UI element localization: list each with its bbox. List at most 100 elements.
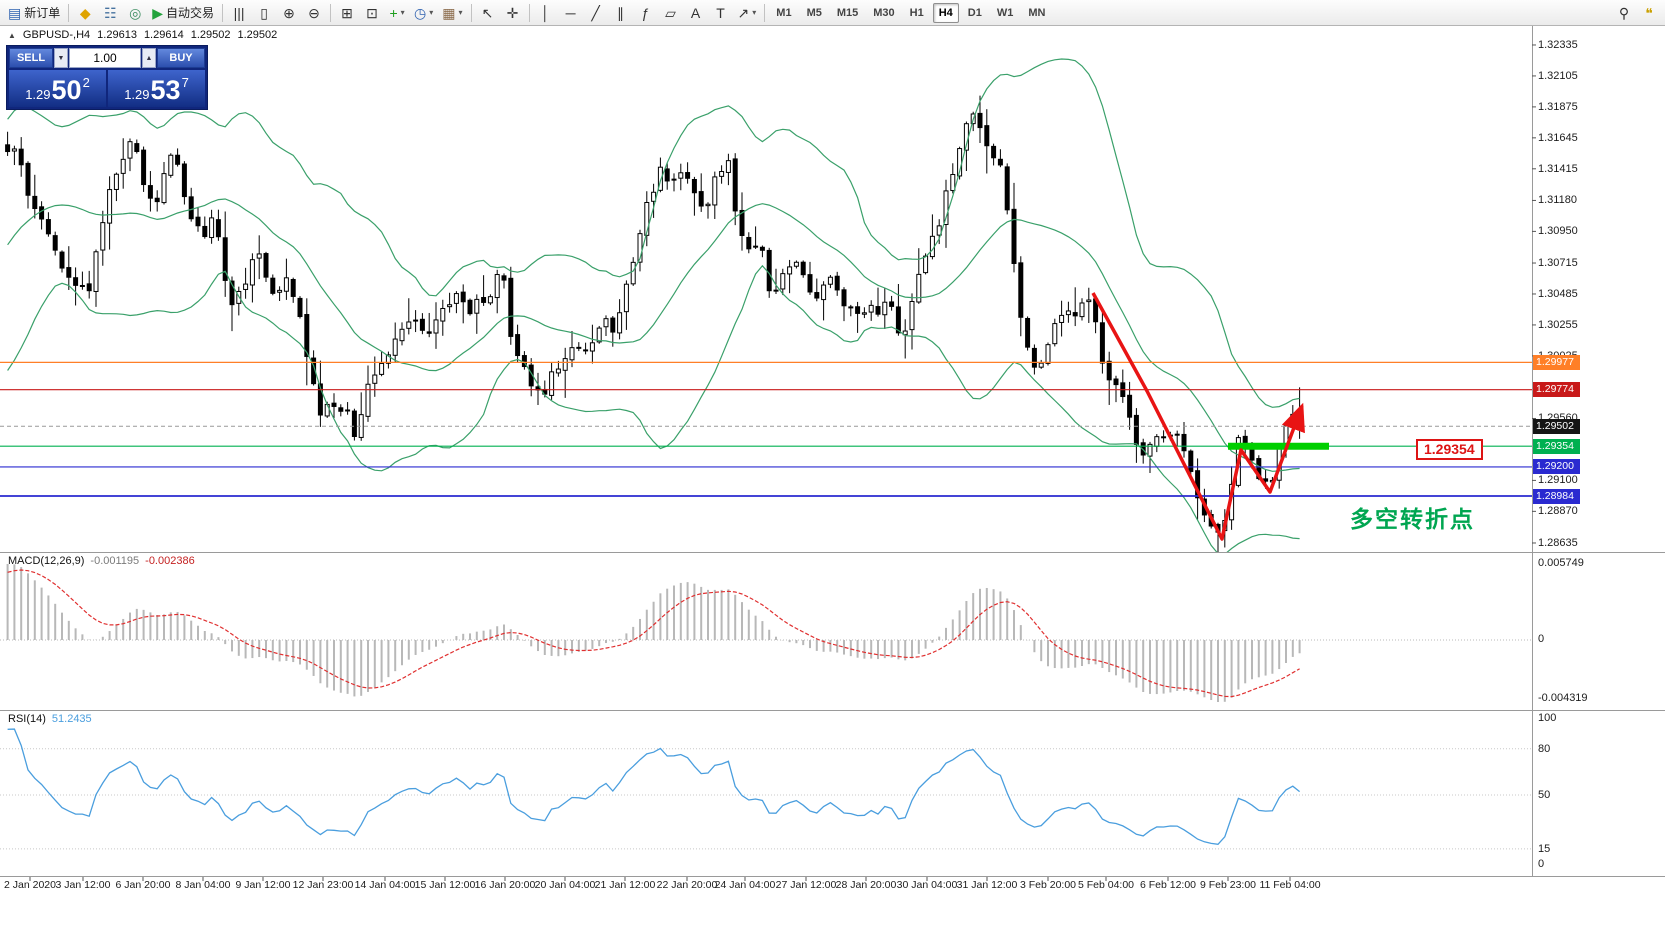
symbol-name: GBPUSD-,H4 (22, 29, 91, 41)
timeframe-d1-button[interactable]: D1 (962, 3, 988, 23)
ohlc-high: 1.29614 (143, 29, 184, 41)
ohlc-close: 1.29502 (237, 29, 278, 41)
chat-button[interactable]: ❝ (1637, 2, 1661, 24)
bar-chart-button[interactable]: ||| (227, 2, 251, 24)
trade-panel-prices: 1.29 50 2 1.29 53 7 (9, 70, 205, 107)
symbol-info-bar: ▲ GBPUSD-,H4 1.29613 1.29614 1.29502 1.2… (8, 29, 277, 41)
timeframe-mn-button[interactable]: MN (1022, 3, 1051, 23)
cascade-windows-icon: ⊡ (366, 4, 378, 21)
search-icon: ⚲ (1618, 4, 1630, 21)
timeframe-m1-button[interactable]: M1 (770, 3, 797, 23)
fibonacci-button[interactable]: ƒ (634, 2, 658, 24)
arrows-icon: ↗ (737, 4, 750, 21)
rsi-indicator-label: RSI(14) 51.2435 (8, 713, 92, 725)
data-window-button[interactable]: ☷ (98, 2, 122, 24)
text-label-icon: T (716, 4, 725, 21)
timeframe-h1-button[interactable]: H1 (904, 3, 930, 23)
macd-name: MACD(12,26,9) (8, 555, 85, 567)
trendline-icon: ╱ (591, 4, 600, 21)
rsi-indicator (0, 728, 1532, 850)
vertical-line-button[interactable]: │ (534, 2, 558, 24)
vertical-line-icon: │ (541, 4, 550, 21)
trend-annotation (1091, 292, 1329, 541)
new-order-icon: ▤ (8, 4, 22, 21)
templates-icon: ▦ (442, 4, 456, 21)
horizontal-levels (0, 361, 1532, 497)
horizontal-line-button[interactable]: ─ (559, 2, 583, 24)
sell-price-display[interactable]: 1.29 50 2 (9, 70, 106, 107)
search-button[interactable]: ⚲ (1612, 2, 1636, 24)
cursor-icon: ↖ (481, 4, 494, 21)
fibonacci-icon: ƒ (641, 4, 650, 21)
trendline-button[interactable]: ╱ (584, 2, 608, 24)
new-order-button[interactable]: ▤ 新订单 (4, 2, 64, 24)
rsi-name: RSI(14) (8, 713, 46, 725)
cursor-button[interactable]: ↖ (476, 2, 500, 24)
dropdown-caret-icon: ▾ (458, 8, 463, 17)
candlestick-chart-button[interactable]: ▯ (252, 2, 276, 24)
arrows-button[interactable]: ↗ ▾ (734, 2, 761, 24)
rsi-value: 51.2435 (51, 713, 92, 725)
navigator-button[interactable]: ◎ (123, 2, 147, 24)
toolbar-separator (330, 3, 332, 22)
price-tag-annotation: 1.29354 (1416, 439, 1483, 460)
buy-price-big: 53 (150, 75, 181, 105)
collapse-panel-icon[interactable]: ▲ (8, 30, 16, 40)
shapes-button[interactable]: ▱ (659, 2, 683, 24)
candlestick-chart-icon: ▯ (260, 4, 268, 21)
sell-button[interactable]: SELL (9, 48, 53, 68)
data-window-icon: ☷ (103, 4, 117, 21)
chat-icon: ❝ (1645, 4, 1653, 21)
dropdown-caret-icon: ▾ (400, 8, 405, 17)
periods-icon: ◷ (414, 4, 427, 21)
new-order-label: 新订单 (24, 6, 61, 20)
indicators-button[interactable]: + ▾ (385, 2, 409, 24)
toolbar-separator (68, 3, 70, 22)
cascade-windows-button[interactable]: ⊡ (360, 2, 384, 24)
buy-price-pip: 7 (181, 75, 189, 90)
volume-up-button[interactable]: ▲ (142, 48, 156, 68)
timeframe-m30-button[interactable]: M30 (867, 3, 900, 23)
ohlc-low: 1.29502 (190, 29, 231, 41)
tile-windows-button[interactable]: ⊞ (335, 2, 359, 24)
market-watch-icon: ◆ (79, 4, 91, 21)
bollinger-bands (7, 58, 1300, 552)
buy-price-display[interactable]: 1.29 53 7 (108, 70, 205, 107)
dropdown-caret-icon: ▾ (752, 8, 757, 17)
periods-button[interactable]: ◷ ▾ (410, 2, 437, 24)
indicators-icon: + (389, 4, 398, 21)
text-label-button[interactable]: T (709, 2, 733, 24)
macd-signal-value: -0.002386 (145, 555, 195, 567)
shapes-icon: ▱ (665, 4, 676, 21)
autotrading-button[interactable]: ▶ 自动交易 (148, 2, 218, 24)
equidistant-channel-button[interactable]: ∥ (609, 2, 633, 24)
market-watch-button[interactable]: ◆ (73, 2, 97, 24)
zoom-out-button[interactable]: ⊖ (302, 2, 326, 24)
timeframe-w1-button[interactable]: W1 (991, 3, 1020, 23)
sell-price-big: 50 (51, 75, 82, 105)
toolbar-separator (470, 3, 472, 22)
templates-button[interactable]: ▦ ▾ (438, 2, 466, 24)
sell-price-small: 1.29 (25, 87, 51, 102)
toolbar: ▤ 新订单 ◆ ☷ ◎ ▶ 自动交易 ||| ▯ ⊕ ⊖ ⊞ ⊡ + ▾ ◷ ▾ ▦ ▾ ↖ ✛ │ ─ ╱ ∥ ƒ ▱ A T ↗ ▾ M1… (0, 0, 1665, 26)
macd-indicator (0, 564, 1532, 702)
crosshair-button[interactable]: ✛ (501, 2, 525, 24)
volume-down-button[interactable]: ▼ (54, 48, 68, 68)
toolbar-separator (764, 3, 766, 22)
zoom-in-button[interactable]: ⊕ (277, 2, 301, 24)
trade-panel-controls: SELL ▼ ▲ BUY (9, 48, 205, 68)
equidistant-channel-icon: ∥ (617, 4, 625, 21)
volume-input[interactable] (69, 48, 141, 68)
macd-main-value: -0.001195 (90, 555, 140, 567)
timeframe-m15-button[interactable]: M15 (831, 3, 864, 23)
buy-price-small: 1.29 (124, 87, 150, 102)
timeframe-h4-button[interactable]: H4 (932, 2, 959, 23)
horizontal-line-icon: ─ (565, 4, 576, 21)
text-button[interactable]: A (684, 2, 708, 24)
buy-button[interactable]: BUY (157, 48, 205, 68)
timeframe-m5-button[interactable]: M5 (801, 3, 828, 23)
toolbar-separator (222, 3, 224, 22)
text-icon: A (690, 4, 701, 21)
